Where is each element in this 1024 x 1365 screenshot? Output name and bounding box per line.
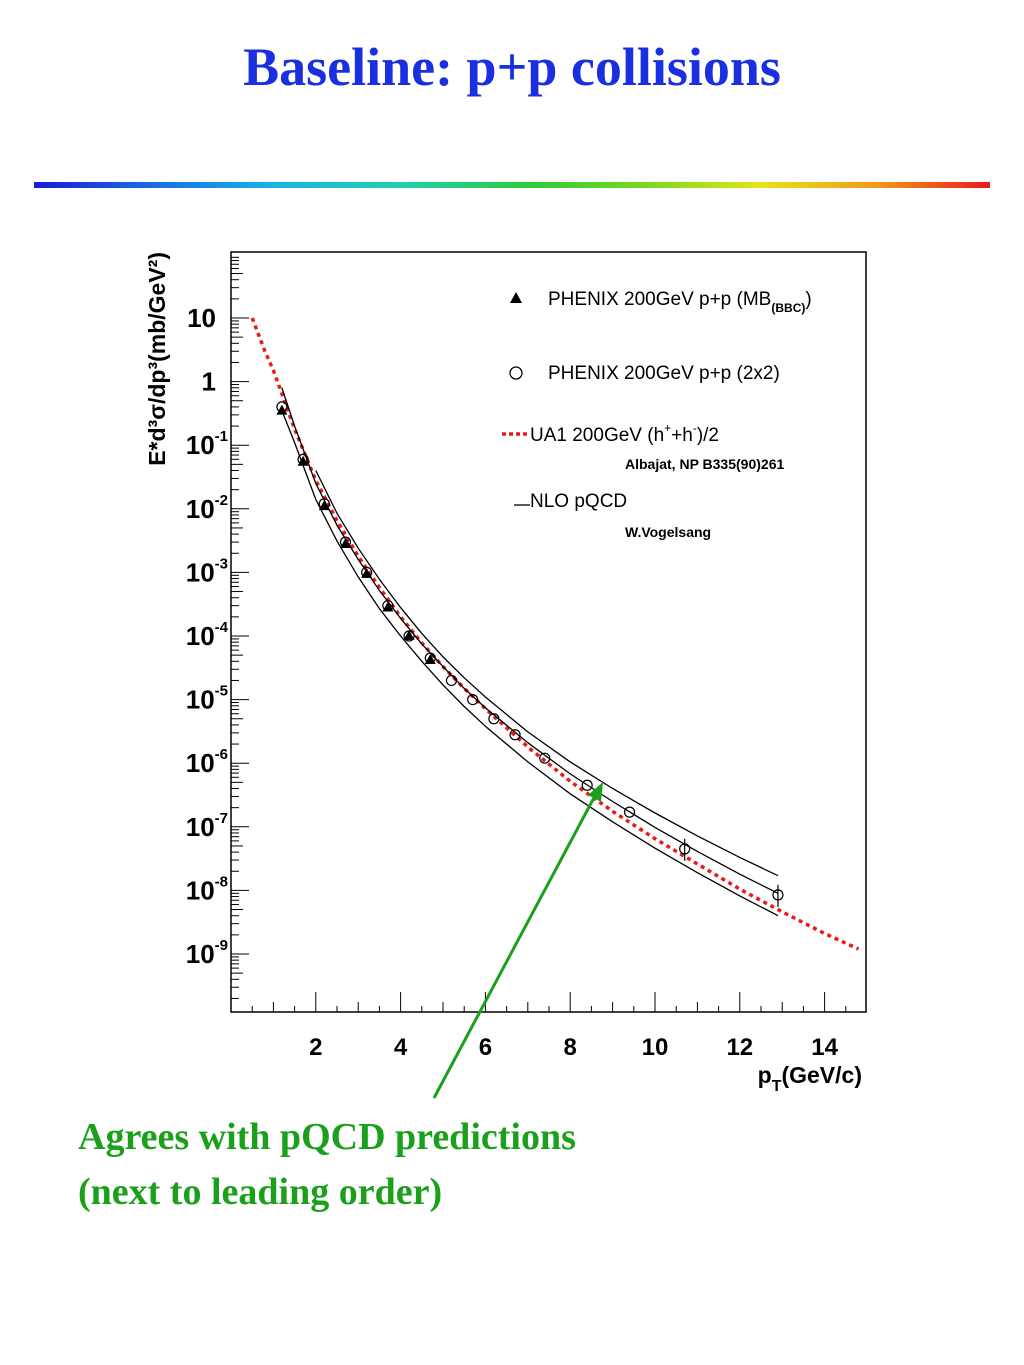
y-tick-label: 10-7 bbox=[186, 810, 228, 842]
y-tick-label: 10-5 bbox=[186, 683, 228, 715]
legend-label-ua1: UA1 200GeV (h++h-)/2 bbox=[530, 421, 719, 446]
y-tick-label: 10-9 bbox=[186, 937, 228, 969]
legend-ref-ua1: Albajat, NP B335(90)261 bbox=[625, 456, 784, 472]
annotation-line-2: (next to leading order) bbox=[78, 1171, 443, 1213]
annotation-line-1: Agrees with pQCD predictions bbox=[78, 1116, 576, 1158]
triangle-point bbox=[382, 601, 394, 612]
x-tick-label: 4 bbox=[394, 1034, 408, 1061]
y-tick-label: 10-4 bbox=[186, 619, 229, 651]
legend-marker-triangle bbox=[510, 292, 522, 303]
y-tick-label: 1 bbox=[202, 367, 216, 397]
y-axis-label: E*d³σ/dp³(mb/GeV²) bbox=[144, 252, 170, 466]
svg-text:E*d³σ/dp³(mb/GeV²): E*d³σ/dp³(mb/GeV²) bbox=[144, 252, 170, 466]
y-tick-label: 10-6 bbox=[186, 746, 228, 778]
circle-point bbox=[276, 401, 288, 413]
triangle-point bbox=[403, 630, 415, 640]
nlo-pqcd-curve bbox=[281, 410, 779, 917]
circle-point bbox=[509, 729, 521, 741]
legend-label-2x2: PHENIX 200GeV p+p (2x2) bbox=[548, 363, 780, 384]
y-tick-label: 10-2 bbox=[186, 492, 228, 524]
x-tick-label: 10 bbox=[642, 1034, 669, 1061]
x-axis-label: pT(GeV/c) bbox=[758, 1062, 862, 1095]
legend-label-mb: PHENIX 200GeV p+p (MB(BBC)) bbox=[548, 289, 812, 315]
y-tick-label: 10-1 bbox=[186, 428, 228, 460]
rainbow-divider bbox=[34, 182, 990, 188]
legend-marker-circle bbox=[509, 366, 523, 380]
circle-point bbox=[361, 566, 373, 579]
circle-point bbox=[445, 674, 458, 687]
circle-point bbox=[339, 536, 352, 548]
y-tick-labels: 10 1 10-1 10-2 10-3 10-4 10-5 10-6 10-7 10-8 10-9 bbox=[186, 303, 229, 969]
x-tick-label: 8 bbox=[564, 1034, 577, 1061]
y-tick-label: 10-8 bbox=[186, 873, 228, 905]
circle-point bbox=[403, 630, 415, 642]
y-tick-label: 10-3 bbox=[186, 555, 228, 587]
x-tick-labels: 2 4 6 8 10 12 14 bbox=[309, 1034, 838, 1061]
circle-point bbox=[581, 779, 593, 791]
circle-point bbox=[382, 600, 394, 612]
legend: PHENIX 200GeV p+p (MB(BBC)) PHENIX 200GeV… bbox=[502, 289, 812, 540]
x-tick-label: 2 bbox=[309, 1034, 322, 1061]
triangle-point bbox=[424, 653, 436, 664]
x-tick-label: 12 bbox=[726, 1034, 753, 1061]
annotation-arrowhead bbox=[588, 782, 603, 802]
circle-point bbox=[318, 498, 330, 510]
slide-title: Baseline: p+p collisions bbox=[243, 37, 781, 97]
x-tick-label: 14 bbox=[811, 1034, 838, 1061]
ua1-curve bbox=[250, 317, 860, 951]
nlo-pqcd-curve bbox=[315, 470, 779, 877]
data-points bbox=[276, 401, 784, 907]
y-tick-label: 10 bbox=[187, 303, 216, 333]
legend-ref-nlo: W.Vogelsang bbox=[625, 524, 711, 540]
legend-label-nlo: NLO pQCD bbox=[530, 491, 627, 512]
x-tick-label: 6 bbox=[479, 1034, 492, 1061]
triangle-point bbox=[276, 404, 288, 415]
triangle-point bbox=[361, 567, 373, 578]
circle-point bbox=[424, 652, 436, 664]
circle-point bbox=[539, 752, 551, 764]
nlo-pqcd-curve bbox=[281, 387, 779, 894]
curves bbox=[250, 317, 860, 951]
circle-point bbox=[297, 453, 309, 465]
circle-point bbox=[467, 693, 479, 706]
circle-point bbox=[623, 806, 636, 818]
circle-point bbox=[488, 713, 500, 725]
triangle-point bbox=[339, 537, 351, 548]
annotation-arrow-line bbox=[432, 791, 599, 1099]
